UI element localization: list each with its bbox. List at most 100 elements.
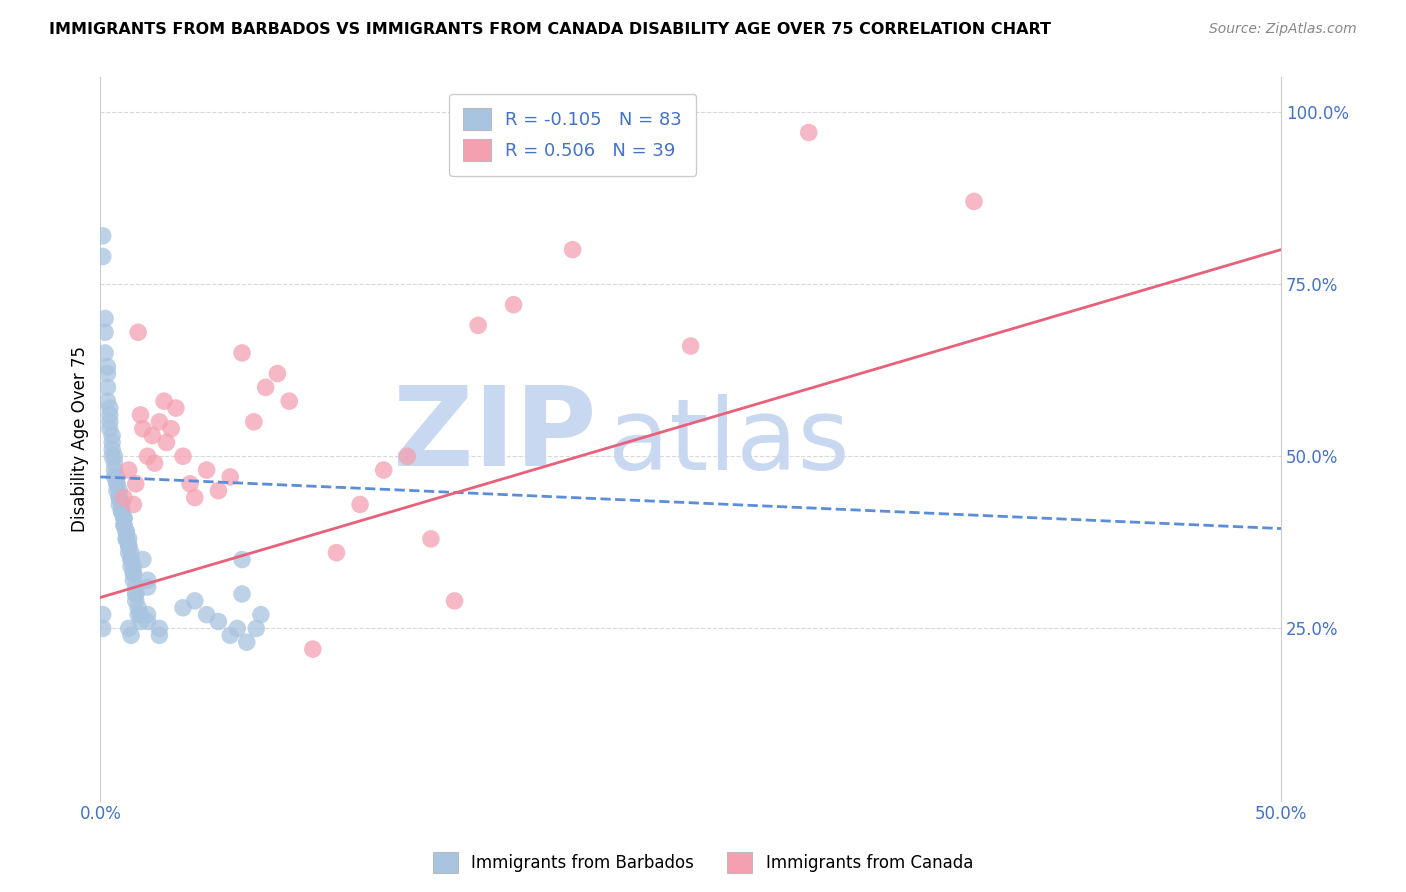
Point bbox=[101, 449, 124, 463]
Point bbox=[125, 476, 148, 491]
Point bbox=[96, 394, 118, 409]
Point bbox=[118, 546, 141, 560]
Point bbox=[165, 401, 187, 415]
Point bbox=[112, 491, 135, 505]
Point bbox=[108, 491, 131, 505]
Text: IMMIGRANTS FROM BARBADOS VS IMMIGRANTS FROM CANADA DISABILITY AGE OVER 75 CORREL: IMMIGRANTS FROM BARBADOS VS IMMIGRANTS F… bbox=[49, 22, 1052, 37]
Point bbox=[467, 318, 489, 333]
Point bbox=[302, 642, 325, 657]
Point bbox=[172, 449, 194, 463]
Point bbox=[443, 594, 465, 608]
Point bbox=[797, 126, 820, 140]
Point bbox=[96, 367, 118, 381]
Point bbox=[125, 594, 148, 608]
Point bbox=[231, 587, 253, 601]
Point bbox=[419, 532, 441, 546]
Point bbox=[101, 435, 124, 450]
Point bbox=[502, 298, 524, 312]
Point bbox=[207, 483, 229, 498]
Point bbox=[120, 559, 142, 574]
Point bbox=[122, 566, 145, 581]
Point bbox=[195, 607, 218, 622]
Point bbox=[110, 504, 132, 518]
Point bbox=[184, 594, 207, 608]
Point bbox=[127, 607, 149, 622]
Y-axis label: Disability Age Over 75: Disability Age Over 75 bbox=[72, 346, 89, 532]
Point bbox=[91, 250, 114, 264]
Point bbox=[103, 449, 125, 463]
Point bbox=[108, 498, 131, 512]
Point bbox=[122, 573, 145, 587]
Point bbox=[250, 607, 273, 622]
Point bbox=[136, 607, 159, 622]
Text: Source: ZipAtlas.com: Source: ZipAtlas.com bbox=[1209, 22, 1357, 37]
Point bbox=[122, 559, 145, 574]
Point bbox=[105, 470, 128, 484]
Point bbox=[112, 518, 135, 533]
Point bbox=[136, 449, 159, 463]
Point bbox=[115, 524, 138, 539]
Point bbox=[108, 483, 131, 498]
Point bbox=[91, 228, 114, 243]
Point bbox=[96, 359, 118, 374]
Point bbox=[136, 580, 159, 594]
Point bbox=[129, 615, 152, 629]
Point bbox=[153, 394, 176, 409]
Point bbox=[148, 622, 170, 636]
Point bbox=[115, 532, 138, 546]
Point bbox=[325, 546, 347, 560]
Point bbox=[129, 408, 152, 422]
Point bbox=[103, 456, 125, 470]
Point bbox=[105, 476, 128, 491]
Point bbox=[118, 463, 141, 477]
Text: ZIP: ZIP bbox=[392, 382, 596, 489]
Point bbox=[91, 622, 114, 636]
Point bbox=[112, 518, 135, 533]
Point bbox=[125, 580, 148, 594]
Point bbox=[118, 539, 141, 553]
Point bbox=[118, 539, 141, 553]
Point bbox=[125, 587, 148, 601]
Point bbox=[132, 422, 155, 436]
Point bbox=[96, 380, 118, 394]
Point bbox=[141, 428, 163, 442]
Point bbox=[105, 476, 128, 491]
Point bbox=[112, 511, 135, 525]
Point bbox=[91, 607, 114, 622]
Point bbox=[103, 463, 125, 477]
Point bbox=[254, 380, 277, 394]
Point bbox=[136, 573, 159, 587]
Point bbox=[195, 463, 218, 477]
Point bbox=[243, 415, 266, 429]
Point bbox=[118, 532, 141, 546]
Point bbox=[108, 491, 131, 505]
Point bbox=[349, 498, 371, 512]
Point bbox=[98, 401, 121, 415]
Point bbox=[231, 552, 253, 566]
Point bbox=[219, 628, 242, 642]
Point bbox=[94, 326, 117, 340]
Point bbox=[172, 600, 194, 615]
Point bbox=[120, 552, 142, 566]
Point bbox=[132, 552, 155, 566]
Point bbox=[266, 367, 288, 381]
Point bbox=[118, 622, 141, 636]
Point bbox=[94, 311, 117, 326]
Point bbox=[148, 628, 170, 642]
Point bbox=[115, 524, 138, 539]
Point bbox=[219, 470, 242, 484]
Point bbox=[679, 339, 702, 353]
Legend: R = -0.105   N = 83, R = 0.506   N = 39: R = -0.105 N = 83, R = 0.506 N = 39 bbox=[449, 94, 696, 176]
Point bbox=[160, 422, 183, 436]
Point bbox=[136, 615, 159, 629]
Point bbox=[231, 346, 253, 360]
Point bbox=[561, 243, 583, 257]
Point bbox=[226, 622, 249, 636]
Point bbox=[179, 476, 201, 491]
Point bbox=[155, 435, 177, 450]
Point bbox=[184, 491, 207, 505]
Point bbox=[245, 622, 267, 636]
Point bbox=[396, 449, 419, 463]
Point bbox=[115, 532, 138, 546]
Point bbox=[103, 470, 125, 484]
